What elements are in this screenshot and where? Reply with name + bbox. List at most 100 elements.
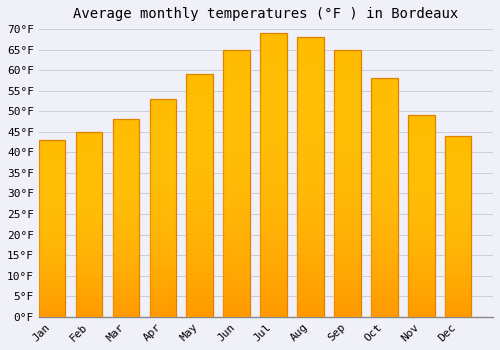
Bar [112, 242, 139, 246]
Bar [39, 236, 66, 239]
Bar [445, 136, 471, 140]
Bar [260, 266, 287, 271]
Bar [186, 205, 213, 210]
Bar [76, 291, 102, 295]
Bar [445, 143, 471, 147]
Bar [186, 157, 213, 162]
Bar [112, 167, 139, 171]
Bar [224, 226, 250, 231]
Bar [76, 269, 102, 272]
Bar [112, 261, 139, 266]
Bar [371, 174, 398, 178]
Bar [39, 221, 66, 225]
Bar [76, 246, 102, 250]
Bar [112, 273, 139, 277]
Bar [186, 113, 213, 118]
Bar [76, 220, 102, 224]
Bar [297, 194, 324, 199]
Bar [150, 160, 176, 164]
Bar [39, 310, 66, 313]
Bar [186, 103, 213, 108]
Bar [224, 189, 250, 194]
Bar [76, 258, 102, 261]
Bar [39, 281, 66, 285]
Bar [371, 183, 398, 188]
Bar [408, 276, 434, 281]
Bar [334, 146, 360, 151]
Bar [150, 203, 176, 208]
Bar [408, 228, 434, 232]
Bar [39, 172, 66, 175]
Bar [334, 60, 360, 66]
Bar [76, 250, 102, 254]
Bar [224, 114, 250, 119]
Bar [112, 183, 139, 187]
Bar [408, 164, 434, 168]
Bar [297, 283, 324, 289]
Bar [186, 176, 213, 181]
Bar [334, 226, 360, 231]
Bar [297, 160, 324, 166]
Bar [371, 131, 398, 135]
Bar [39, 214, 66, 218]
Bar [150, 164, 176, 169]
Bar [408, 184, 434, 188]
Bar [76, 302, 102, 306]
Bar [260, 50, 287, 56]
Bar [112, 305, 139, 309]
Bar [150, 234, 176, 238]
Bar [371, 78, 398, 83]
Bar [112, 309, 139, 313]
Bar [408, 160, 434, 164]
Bar [334, 50, 360, 317]
Bar [76, 228, 102, 232]
Bar [186, 162, 213, 167]
Bar [297, 43, 324, 48]
Bar [297, 244, 324, 250]
Bar [150, 208, 176, 212]
Bar [76, 147, 102, 150]
Bar [297, 216, 324, 222]
Bar [297, 211, 324, 216]
Bar [112, 190, 139, 195]
Bar [297, 306, 324, 311]
Bar [260, 78, 287, 84]
Bar [408, 224, 434, 228]
Bar [371, 83, 398, 88]
Bar [39, 232, 66, 236]
Bar [445, 233, 471, 237]
Bar [224, 146, 250, 151]
Bar [39, 175, 66, 179]
Bar [186, 186, 213, 191]
Bar [371, 164, 398, 169]
Bar [224, 55, 250, 60]
Bar [150, 108, 176, 112]
Bar [76, 158, 102, 161]
Bar [371, 284, 398, 288]
Bar [408, 281, 434, 285]
Bar [334, 151, 360, 156]
Bar [112, 281, 139, 285]
Bar [334, 108, 360, 114]
Bar [39, 239, 66, 243]
Bar [371, 245, 398, 250]
Bar [445, 212, 471, 216]
Bar [371, 150, 398, 155]
Bar [445, 150, 471, 154]
Bar [112, 143, 139, 147]
Bar [297, 71, 324, 76]
Bar [334, 253, 360, 258]
Bar [297, 300, 324, 306]
Bar [371, 102, 398, 107]
Bar [76, 132, 102, 135]
Bar [224, 66, 250, 71]
Bar [224, 60, 250, 66]
Bar [297, 222, 324, 228]
Bar [371, 178, 398, 183]
Bar [39, 186, 66, 190]
Bar [150, 142, 176, 147]
Bar [39, 154, 66, 158]
Bar [371, 135, 398, 140]
Bar [260, 33, 287, 39]
Bar [371, 121, 398, 126]
